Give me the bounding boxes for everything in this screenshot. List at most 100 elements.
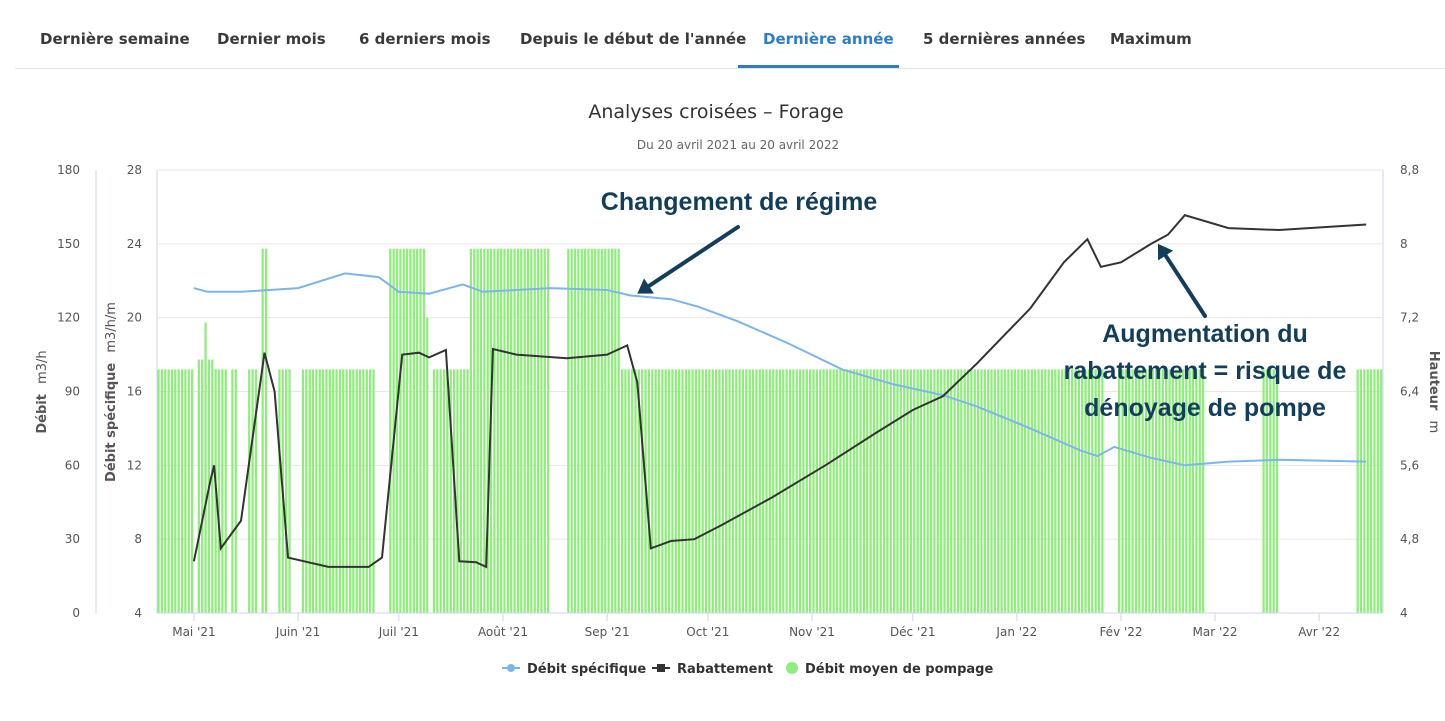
pumping-column	[540, 248, 543, 613]
pumping-column	[792, 369, 795, 613]
pumping-column	[456, 369, 459, 613]
pumping-column	[983, 369, 986, 613]
pumping-column	[321, 369, 325, 613]
pumping-column	[1202, 369, 1205, 613]
pumping-column	[1198, 369, 1201, 613]
pumping-column	[1040, 369, 1044, 613]
pumping-column	[876, 369, 879, 613]
pumping-column	[1171, 369, 1175, 613]
y-tick-label: 8	[1400, 237, 1408, 251]
y-tick-label: 4	[134, 606, 142, 620]
pumping-column	[956, 369, 960, 613]
pumping-column	[993, 369, 997, 613]
annotation-augmentation-line-1: Augmentation du	[1102, 320, 1308, 348]
pumping-column	[684, 369, 688, 613]
pumping-column	[201, 359, 204, 613]
pumping-column	[1175, 369, 1178, 613]
pumping-column	[688, 369, 691, 613]
pumping-column	[1195, 369, 1198, 613]
pumping-column	[1017, 369, 1020, 613]
pumping-column	[953, 369, 956, 613]
pumping-column	[950, 369, 953, 613]
pumping-column	[896, 369, 899, 613]
x-tick-label: Août '21	[478, 625, 528, 639]
legend: Débit spécifique Rabattement Débit moyen…	[502, 662, 993, 677]
pumping-column	[641, 369, 644, 613]
pumping-column	[547, 248, 550, 613]
pumping-column	[352, 369, 355, 613]
pumping-column	[332, 369, 335, 613]
pumping-column	[510, 248, 513, 613]
legend-label-pompage: Débit moyen de pompage	[805, 662, 993, 677]
pumping-column	[788, 369, 792, 613]
legend-label-debit-specifique: Débit spécifique	[527, 662, 646, 677]
pumping-column	[654, 369, 657, 613]
x-tick-label: Nov '21	[789, 625, 835, 639]
pumping-column	[856, 369, 859, 613]
pumping-column	[990, 369, 993, 613]
tab-debut-annee[interactable]: Depuis le début de l'année	[520, 30, 747, 48]
x-tick-label: Juin '21	[275, 625, 320, 639]
pumping-column	[1084, 369, 1087, 613]
pumping-column	[735, 369, 738, 613]
pumping-column	[221, 369, 224, 613]
pumping-column	[405, 248, 409, 613]
x-tick-label: Fév '22	[1099, 625, 1142, 639]
legend-marker-circle	[507, 664, 515, 672]
pumping-column	[439, 369, 442, 613]
pumping-column	[936, 369, 939, 613]
pumping-column	[372, 369, 375, 613]
legend-item-rabattement[interactable]: Rabattement	[652, 662, 773, 677]
pumping-column	[325, 369, 328, 613]
pumping-column	[533, 248, 536, 613]
pumping-column	[570, 248, 573, 613]
pumping-column	[496, 248, 499, 613]
pumping-column	[369, 369, 372, 613]
annotation-augmentation-line-2: rabattement = risque de	[1064, 357, 1347, 385]
pumping-column	[768, 369, 771, 613]
pumping-column	[829, 369, 832, 613]
pumping-column	[987, 369, 990, 613]
pumping-column	[745, 369, 748, 613]
pumping-column	[422, 248, 426, 613]
pumping-column	[1010, 369, 1013, 613]
pumping-column	[1141, 369, 1144, 613]
right-axis-unit: m	[1426, 421, 1441, 434]
y-tick-label: 8	[134, 532, 142, 546]
pumping-rate-columns	[157, 248, 1383, 613]
pumping-column	[1118, 369, 1121, 613]
pumping-column	[486, 248, 489, 613]
pumping-column	[1091, 369, 1094, 613]
tab-derniere-annee[interactable]: Dernière année	[763, 30, 894, 48]
pumping-column	[748, 369, 751, 613]
pumping-column	[926, 369, 929, 613]
pumping-column	[1037, 369, 1040, 613]
tab-maximum[interactable]: Maximum	[1110, 30, 1192, 48]
pumping-column	[1047, 369, 1050, 613]
pumping-column	[607, 248, 610, 613]
tab-derniere-semaine[interactable]: Dernière semaine	[40, 30, 190, 48]
pumping-column	[1064, 369, 1067, 613]
pumping-column	[442, 369, 446, 613]
legend-item-pompage[interactable]: Débit moyen de pompage	[786, 662, 993, 677]
pumping-column	[631, 369, 634, 613]
y-tick-label: 150	[57, 237, 80, 251]
pumping-column	[530, 248, 533, 613]
pumping-column	[1380, 369, 1383, 613]
pumping-column	[1131, 369, 1134, 613]
pumping-column	[708, 369, 711, 613]
tab-5-dernieres-annees[interactable]: 5 dernières années	[923, 30, 1086, 48]
legend-item-debit-specifique[interactable]: Débit spécifique	[502, 662, 646, 677]
pumping-column	[1094, 369, 1097, 613]
chart-title: Analyses croisées – Forage	[588, 101, 843, 123]
y-tick-label: 6,4	[1400, 385, 1419, 399]
y-tick-label: 12	[127, 458, 142, 472]
pumping-column	[348, 369, 352, 613]
pumping-column	[577, 248, 580, 613]
pumping-column	[711, 369, 714, 613]
tab-dernier-mois[interactable]: Dernier mois	[217, 30, 326, 48]
tab-6-derniers-mois[interactable]: 6 derniers mois	[359, 30, 491, 48]
pumping-column	[463, 369, 466, 613]
pumping-column	[698, 369, 701, 613]
